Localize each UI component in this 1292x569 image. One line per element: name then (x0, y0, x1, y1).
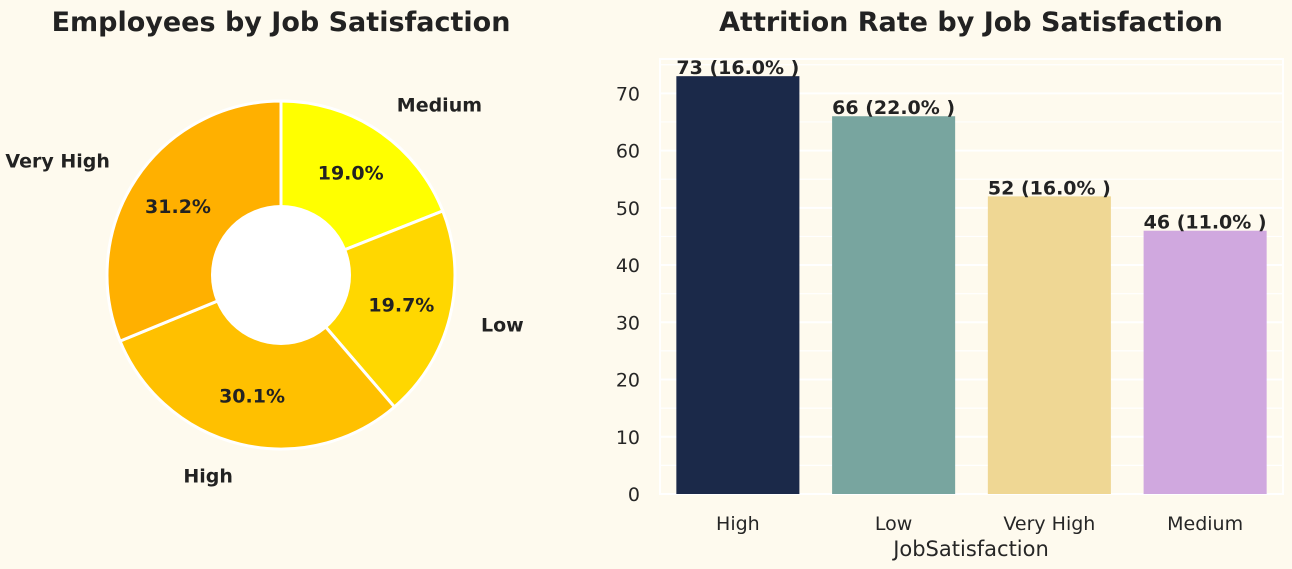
bar-chart-title: Attrition Rate by Job Satisfaction (719, 7, 1223, 38)
bar-very-high (987, 196, 1111, 495)
bar-data-label-low: 66 (22.0% ) (832, 97, 955, 119)
y-tick-labels: 0 10 20 30 40 50 60 70 (616, 83, 640, 506)
bar-data-labels: 73 (16.0% ) 66 (22.0% ) 52 (16.0% ) 46 (11.… (676, 57, 1266, 234)
y-tick-label: 60 (616, 141, 640, 163)
x-tick-label-high: High (716, 513, 760, 535)
donut-label-very-high: Very High (5, 150, 109, 172)
donut-label-high: High (183, 465, 233, 487)
y-tick-label: 0 (628, 484, 640, 506)
y-tick-label: 10 (616, 427, 640, 449)
donut-hole (211, 205, 351, 345)
donut-chart-title: Employees by Job Satisfaction (52, 7, 511, 38)
y-tick-label: 30 (616, 312, 640, 334)
bar-chart: Attrition Rate by Job Satisfaction 0 10 20… (616, 7, 1284, 561)
donut-pct-medium: 19.0% (318, 162, 384, 184)
x-tick-label-low: Low (875, 513, 912, 535)
donut-pct-low: 19.7% (368, 295, 434, 317)
bar-high (676, 76, 800, 494)
donut-pct-very-high: 31.2% (145, 196, 211, 218)
y-tick-label: 50 (616, 198, 640, 220)
donut-label-medium: Medium (397, 95, 482, 117)
donut-chart: Employees by Job Satisfaction 19.0% Mediu… (5, 7, 523, 487)
x-axis-label: JobSatisfaction (891, 537, 1049, 561)
bar-low (832, 116, 956, 494)
donut-labels: 19.0% Medium 19.7% Low 30.1% High 31.2% Very Hi… (5, 95, 523, 488)
bar-data-label-very-high: 52 (16.0% ) (988, 177, 1111, 199)
y-tick-label: 40 (616, 255, 640, 277)
y-tick-label: 70 (616, 83, 640, 105)
bar-data-label-medium: 46 (11.0% ) (1144, 212, 1267, 234)
donut-slice-high (118, 273, 397, 451)
bar-medium (1143, 230, 1267, 495)
donut-pct-high: 30.1% (219, 386, 285, 408)
y-tick-label: 20 (616, 370, 640, 392)
bars (676, 76, 1267, 495)
bar-data-label-high: 73 (16.0% ) (676, 57, 799, 79)
x-tick-labels: High Low Very High Medium (716, 513, 1243, 535)
x-tick-label-very-high: Very High (1003, 513, 1095, 535)
donut-label-low: Low (481, 314, 524, 336)
x-tick-label-medium: Medium (1167, 513, 1243, 535)
